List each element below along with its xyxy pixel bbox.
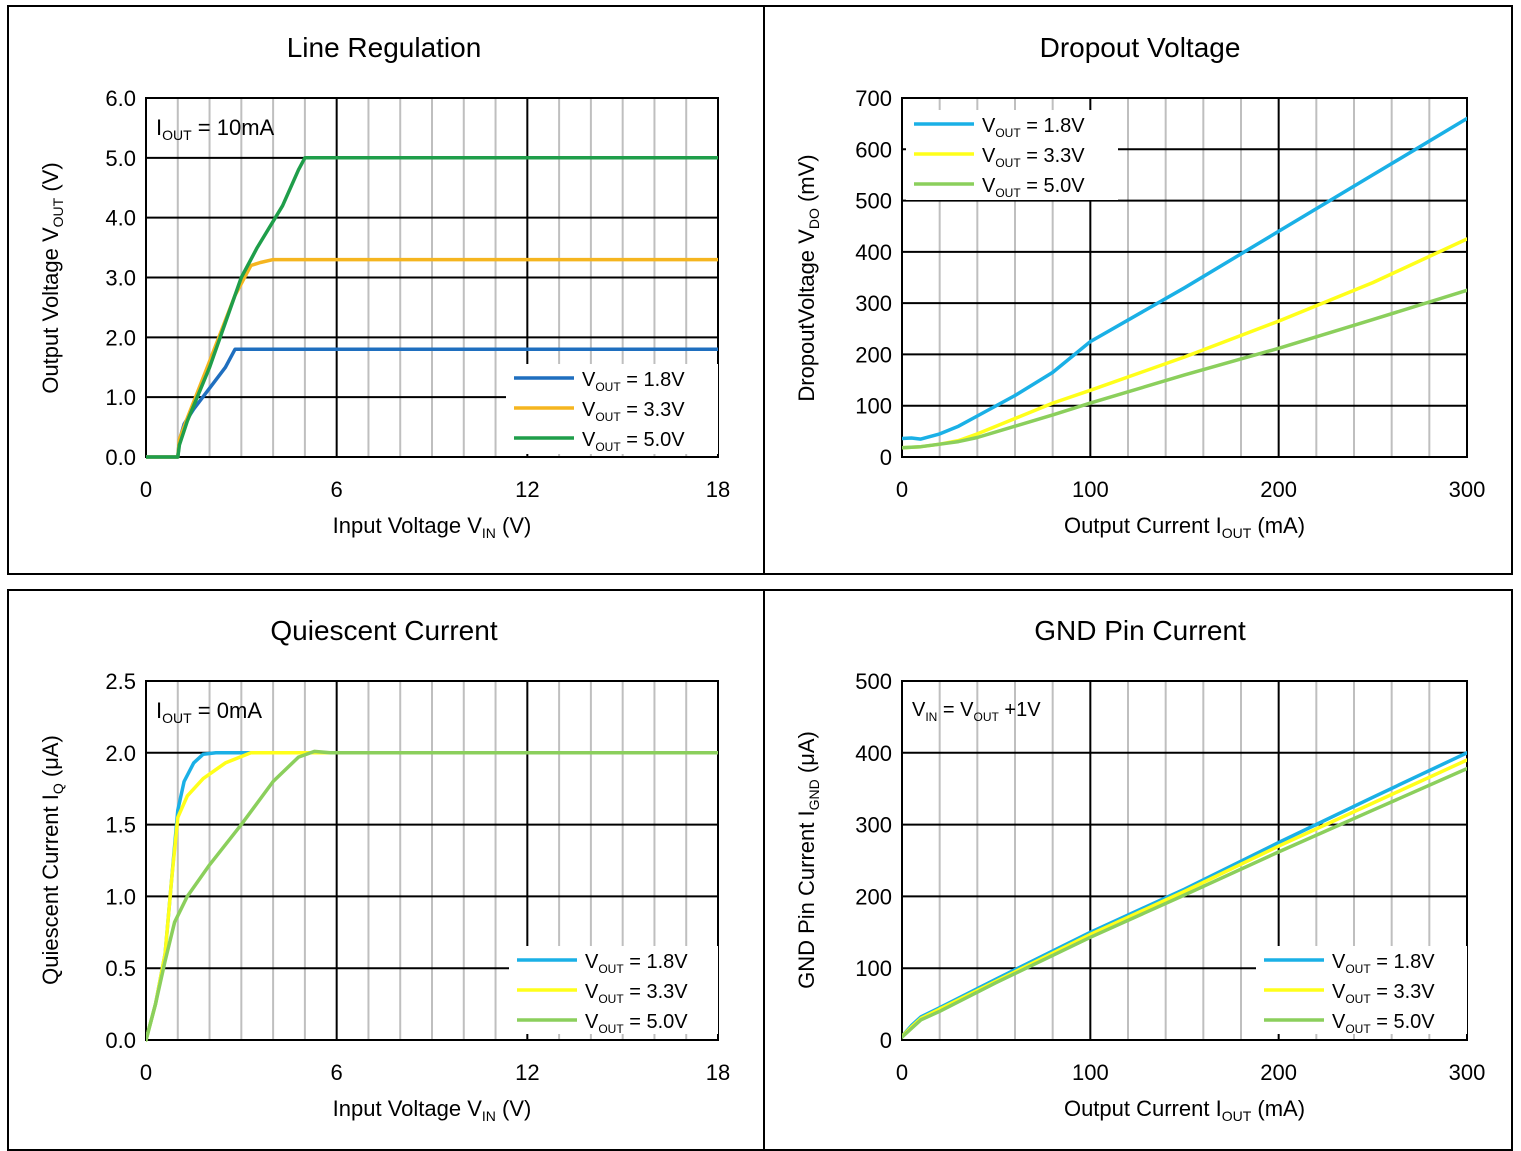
plot-area <box>901 97 1468 458</box>
y-tick-label: 500 <box>855 189 892 214</box>
x-axis-label: Output Current IOUT (mA) <box>1064 1096 1305 1124</box>
panel-frame <box>7 589 765 1151</box>
condition-label: IOUT = 0mA <box>156 698 262 726</box>
panel-frame <box>763 5 1513 575</box>
legend-entry: VOUT = 3.3V <box>585 981 688 1006</box>
legend-entry: VOUT = 3.3V <box>1332 981 1435 1006</box>
legend-entry: VOUT = 1.8V <box>982 115 1085 140</box>
series-line-3 <box>902 766 1467 1039</box>
y-tick-label: 5.0 <box>105 146 136 171</box>
y-tick-label: 2.0 <box>105 325 136 350</box>
chart-panel-3: Quiescent Current 0 6 12 18 0.0 0.5 1.0 1.5 2.0 2.… <box>7 589 765 1151</box>
y-tick-label: 4.0 <box>105 206 136 231</box>
y-axis-label: DropoutVoltage VDO (mV) <box>794 154 822 401</box>
x-axis-label: Output Current IOUT (mA) <box>1064 513 1305 541</box>
y-tick-label: 0 <box>880 1028 892 1053</box>
x-tick-label: 300 <box>1449 1060 1486 1085</box>
x-tick-label: 300 <box>1449 477 1486 502</box>
y-tick-label: 0.0 <box>105 1028 136 1053</box>
legend-entry: VOUT = 5.0V <box>1332 1011 1435 1036</box>
chart-title: Dropout Voltage <box>1040 32 1241 63</box>
y-tick-label: 0.5 <box>105 956 136 981</box>
y-axis-label: GND Pin Current IGND (μA) <box>794 731 822 989</box>
panel-frame <box>7 5 765 575</box>
y-tick-label: 300 <box>855 813 892 838</box>
plot-area <box>145 97 719 458</box>
panel-frame <box>763 589 1513 1151</box>
x-tick-label: 100 <box>1072 1060 1109 1085</box>
y-axis-label: Quiescent Current IQ (μA) <box>38 735 66 985</box>
y-tick-label: 400 <box>855 741 892 766</box>
y-tick-label: 3.0 <box>105 266 136 291</box>
y-tick-label: 0 <box>880 445 892 470</box>
y-tick-label: 1.5 <box>105 813 136 838</box>
y-tick-label: 300 <box>855 291 892 316</box>
x-tick-label: 0 <box>140 477 152 502</box>
y-tick-label: 400 <box>855 240 892 265</box>
condition-label: VIN = VOUT +1V <box>912 699 1041 724</box>
legend-entry: VOUT = 1.8V <box>585 951 688 976</box>
legend-entry: VOUT = 1.8V <box>1332 951 1435 976</box>
x-tick-label: 6 <box>331 1060 343 1085</box>
y-tick-label: 6.0 <box>105 86 136 111</box>
x-axis-label: Input Voltage VIN (V) <box>333 513 532 541</box>
series-line-3 <box>146 749 718 1042</box>
y-tick-label: 2.0 <box>105 741 136 766</box>
y-tick-label: 1.0 <box>105 884 136 909</box>
chart-title: GND Pin Current <box>1034 615 1246 646</box>
y-tick-label: 100 <box>855 394 892 419</box>
x-tick-label: 6 <box>331 477 343 502</box>
plot-area <box>145 680 719 1041</box>
y-tick-label: 0.0 <box>105 445 136 470</box>
y-tick-label: 100 <box>855 956 892 981</box>
y-tick-label: 500 <box>855 669 892 694</box>
x-tick-label: 18 <box>706 477 730 502</box>
legend-entry: VOUT = 5.0V <box>582 429 685 454</box>
y-tick-label: 200 <box>855 342 892 367</box>
legend-entry: VOUT = 1.8V <box>582 369 685 394</box>
legend-entry: VOUT = 3.3V <box>982 145 1085 170</box>
series-line-3 <box>902 288 1467 450</box>
y-axis-label: Output Voltage VOUT (V) <box>38 162 66 393</box>
y-tick-label: 700 <box>855 86 892 111</box>
x-tick-label: 0 <box>896 477 908 502</box>
y-tick-label: 200 <box>855 884 892 909</box>
plot-area <box>901 680 1468 1041</box>
x-tick-label: 200 <box>1260 477 1297 502</box>
legend-entry: VOUT = 5.0V <box>982 175 1085 200</box>
y-tick-label: 2.5 <box>105 669 136 694</box>
chart-title: Line Regulation <box>287 32 482 63</box>
chart-title: Quiescent Current <box>270 615 497 646</box>
chart-panel-1: Line Regulation 0 6 12 18 0.0 1.0 2.0 3.0 4.0 5.0 6… <box>7 5 765 575</box>
legend-entry: VOUT = 3.3V <box>582 399 685 424</box>
x-tick-label: 100 <box>1072 477 1109 502</box>
series-line-1 <box>902 116 1467 441</box>
chart-panel-4: GND Pin Current 0 100 200 300 0 100 200 300 400 50… <box>763 589 1513 1151</box>
series-line-3 <box>146 156 718 459</box>
x-tick-label: 0 <box>896 1060 908 1085</box>
legend-entry: VOUT = 5.0V <box>585 1011 688 1036</box>
x-tick-label: 12 <box>515 1060 539 1085</box>
x-tick-label: 200 <box>1260 1060 1297 1085</box>
condition-label: IOUT = 10mA <box>156 115 275 143</box>
y-tick-label: 1.0 <box>105 385 136 410</box>
x-tick-label: 0 <box>140 1060 152 1085</box>
y-tick-label: 600 <box>855 137 892 162</box>
chart-panel-2: Dropout Voltage 0 100 200 300 0 100 200 300 400 50… <box>763 5 1513 575</box>
x-axis-label: Input Voltage VIN (V) <box>333 1096 532 1124</box>
x-tick-label: 18 <box>706 1060 730 1085</box>
x-tick-label: 12 <box>515 477 539 502</box>
